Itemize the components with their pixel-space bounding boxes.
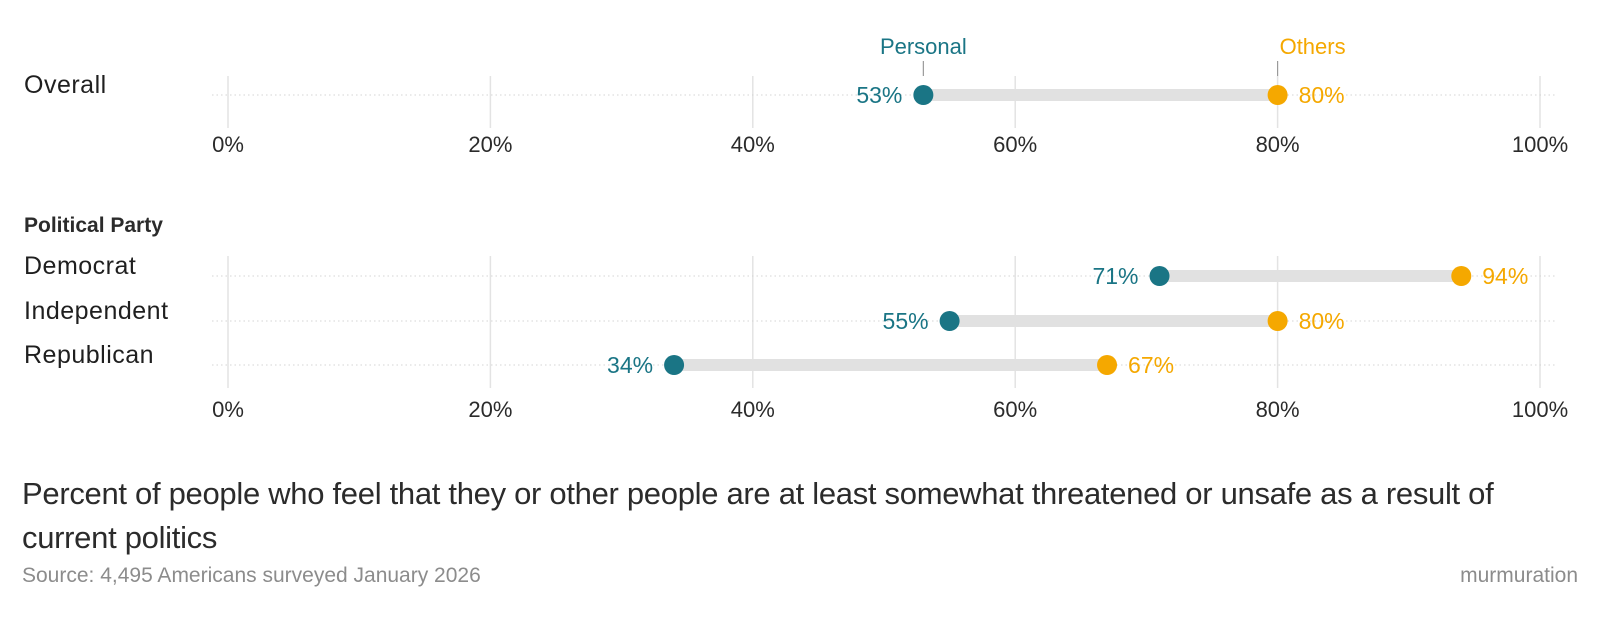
x-tick-label: 80% bbox=[1256, 132, 1300, 157]
x-tick-label: 20% bbox=[468, 397, 512, 422]
value-label-personal: 71% bbox=[1092, 263, 1138, 289]
value-label-others: 80% bbox=[1299, 82, 1345, 108]
x-tick-label: 100% bbox=[1512, 132, 1568, 157]
x-tick-label: 0% bbox=[212, 397, 244, 422]
dot-others bbox=[1267, 85, 1288, 105]
x-tick-label: 80% bbox=[1256, 397, 1300, 422]
value-label-personal: 55% bbox=[883, 308, 929, 334]
row-label: Independent bbox=[24, 297, 169, 325]
value-label-others: 80% bbox=[1299, 308, 1345, 334]
brand-logo: murmuration bbox=[1460, 564, 1578, 587]
panel-heading: Political Party bbox=[24, 214, 163, 237]
x-tick-label: 40% bbox=[731, 397, 775, 422]
dot-personal bbox=[939, 311, 960, 331]
dot-others bbox=[1451, 266, 1472, 286]
series-label-others: Others bbox=[1280, 34, 1346, 59]
series-label-personal: Personal bbox=[880, 34, 967, 59]
x-tick-label: 40% bbox=[731, 132, 775, 157]
dot-personal bbox=[664, 355, 685, 375]
x-tick-label: 60% bbox=[993, 132, 1037, 157]
x-tick-label: 100% bbox=[1512, 397, 1568, 422]
value-label-personal: 53% bbox=[856, 82, 902, 108]
value-label-others: 94% bbox=[1482, 263, 1528, 289]
dot-personal bbox=[913, 85, 934, 105]
value-label-personal: 34% bbox=[607, 352, 653, 378]
value-label-others: 67% bbox=[1128, 352, 1174, 378]
dot-others bbox=[1097, 355, 1118, 375]
row-label: Overall bbox=[24, 71, 107, 99]
dot-others bbox=[1267, 311, 1288, 331]
row-label: Democrat bbox=[24, 252, 136, 280]
dumbbell-chart: 0% 20% 40% 60% 80% 100% Overall Personal Others 5… bbox=[24, 34, 1568, 422]
row-label: Republican bbox=[24, 341, 154, 369]
source-note: Source: 4,495 Americans surveyed January… bbox=[22, 564, 481, 587]
chart-caption: Percent of people who feel that they or … bbox=[22, 476, 1494, 555]
x-tick-label: 20% bbox=[468, 132, 512, 157]
x-tick-label: 60% bbox=[993, 397, 1037, 422]
x-tick-label: 0% bbox=[212, 132, 244, 157]
dot-personal bbox=[1149, 266, 1170, 286]
